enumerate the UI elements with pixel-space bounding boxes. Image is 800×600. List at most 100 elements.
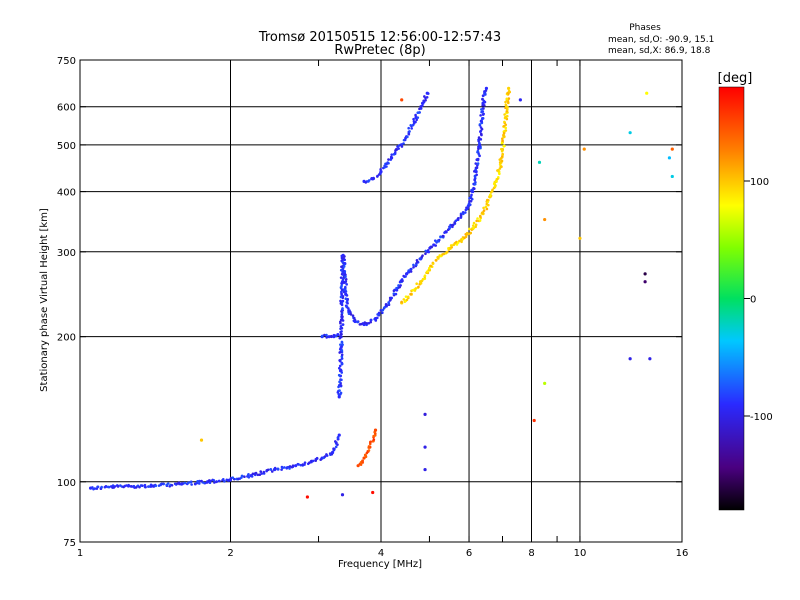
data-point — [421, 104, 424, 108]
data-point — [394, 292, 398, 296]
data-point — [106, 485, 110, 489]
data-point — [474, 225, 477, 229]
data-point — [643, 272, 647, 276]
data-point — [487, 203, 490, 207]
data-point — [336, 436, 340, 440]
data-point — [429, 264, 433, 268]
data-point — [377, 311, 381, 315]
data-point — [499, 157, 503, 160]
data-point — [502, 134, 505, 137]
data-point — [423, 445, 427, 449]
data-point — [303, 463, 306, 466]
colorbar-tick-label: 100 — [750, 177, 769, 188]
data-point — [367, 445, 371, 448]
data-point — [339, 325, 343, 328]
data-point — [476, 162, 480, 165]
data-point — [481, 94, 485, 97]
data-point — [444, 230, 448, 233]
data-point — [359, 322, 363, 326]
data-point — [315, 456, 319, 460]
data-point — [330, 450, 335, 455]
data-point — [323, 333, 326, 337]
data-point — [340, 256, 344, 260]
data-point — [423, 274, 427, 278]
data-point — [344, 278, 348, 281]
data-point — [325, 333, 328, 337]
data-point — [96, 485, 99, 489]
data-point — [339, 295, 343, 299]
y-tick-label: 400 — [57, 188, 76, 199]
y-tick-label: 100 — [57, 478, 76, 489]
data-point — [283, 466, 286, 469]
data-point — [474, 162, 478, 165]
data-point — [465, 231, 469, 235]
data-point — [336, 443, 339, 446]
x-tick-label: 6 — [466, 548, 472, 559]
data-point — [400, 98, 404, 102]
data-point — [454, 219, 458, 223]
plot-area — [79, 59, 683, 543]
data-point — [481, 97, 484, 101]
data-point — [254, 471, 258, 475]
data-point — [498, 167, 502, 170]
data-point — [325, 336, 328, 339]
data-point — [406, 295, 410, 299]
data-point — [628, 131, 632, 135]
data-point — [347, 312, 351, 316]
data-point — [351, 314, 355, 318]
data-point — [476, 149, 480, 153]
grid-lines — [80, 60, 682, 542]
data-point — [247, 473, 250, 476]
y-tick-labels: 75 100 200 300 400 500 600 750 — [57, 56, 76, 549]
data-point — [212, 478, 216, 482]
data-point — [505, 97, 509, 101]
data-point — [407, 270, 410, 274]
data-point — [441, 253, 444, 256]
data-point — [484, 89, 488, 92]
data-point — [411, 289, 414, 292]
data-point — [582, 147, 586, 151]
data-point — [344, 275, 347, 279]
data-point — [425, 95, 429, 99]
data-point — [335, 441, 338, 444]
data-point — [417, 285, 420, 289]
data-point — [484, 86, 489, 90]
data-point — [477, 147, 480, 151]
data-point — [578, 236, 582, 240]
y-tick-label: 300 — [57, 248, 76, 259]
data-point — [645, 91, 649, 95]
data-point — [288, 465, 292, 468]
data-point — [367, 321, 371, 325]
data-point — [325, 453, 328, 456]
data-point — [468, 227, 471, 231]
data-point — [460, 240, 463, 244]
data-point — [209, 479, 212, 483]
data-point — [424, 252, 427, 256]
data-point — [426, 249, 430, 252]
data-point — [449, 244, 453, 247]
data-point — [336, 333, 340, 337]
data-point — [431, 262, 435, 265]
data-point — [482, 112, 485, 116]
data-point — [501, 153, 505, 156]
data-point — [409, 292, 413, 296]
data-point — [203, 481, 206, 485]
data-point — [139, 484, 143, 487]
data-point — [250, 475, 254, 478]
data-point — [387, 301, 390, 304]
data-point — [166, 482, 170, 485]
data-point — [332, 447, 335, 450]
data-point — [379, 309, 383, 312]
data-point — [416, 260, 419, 263]
data-point — [479, 130, 482, 133]
data-point — [414, 287, 418, 290]
data-point — [356, 320, 359, 324]
data-point — [400, 300, 403, 304]
data-point — [404, 295, 408, 298]
x-tick-label: 4 — [378, 548, 384, 559]
data-point — [162, 482, 166, 486]
data-point — [371, 490, 375, 495]
data-point — [116, 484, 120, 488]
data-point — [338, 380, 341, 384]
data-point — [518, 98, 522, 102]
